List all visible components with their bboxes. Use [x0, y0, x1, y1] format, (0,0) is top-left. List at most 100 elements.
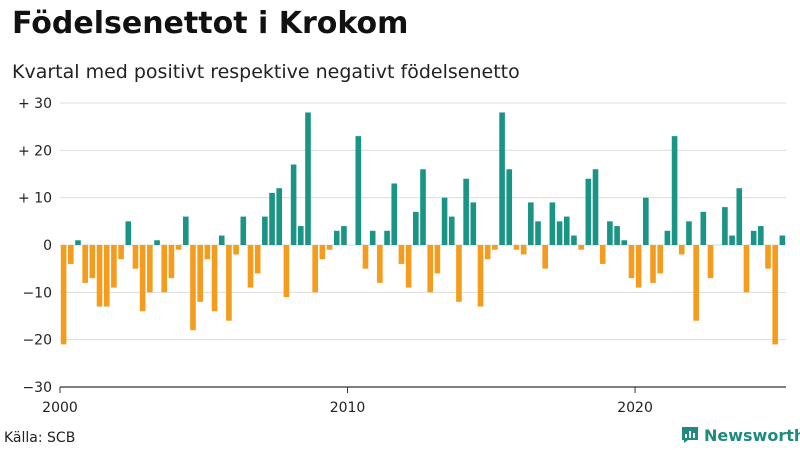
bar [729, 235, 735, 245]
bar [341, 226, 347, 245]
bar [700, 211, 707, 245]
bar [182, 216, 189, 245]
bar [592, 169, 599, 245]
bar [355, 136, 362, 245]
bar [254, 245, 261, 274]
source-label: Källa: SCB [4, 430, 76, 446]
bar [125, 221, 132, 245]
bar [535, 221, 541, 245]
bar [82, 245, 88, 283]
page-subtitle: Kvartal med positivt respektive negativt… [12, 61, 520, 83]
bar [513, 245, 520, 250]
bar [384, 230, 390, 245]
bar [398, 245, 405, 264]
bar [111, 245, 117, 288]
bar [484, 245, 491, 260]
bar [571, 235, 577, 245]
bar [542, 245, 548, 269]
bar [103, 245, 110, 307]
y-tick-label: −20 [22, 333, 52, 349]
bar [319, 245, 326, 260]
bar [614, 226, 620, 245]
bar [420, 169, 426, 245]
bar [750, 230, 757, 245]
bar [175, 245, 182, 250]
bar [67, 245, 74, 264]
bar [678, 245, 685, 255]
bar [226, 245, 232, 321]
bar [391, 183, 398, 245]
bar [211, 245, 218, 312]
bar [520, 245, 527, 255]
y-tick-label: + 10 [18, 191, 52, 207]
bar [434, 245, 441, 274]
x-tick-label: 2010 [330, 400, 366, 416]
bar [448, 216, 455, 245]
y-tick-label: + 20 [18, 143, 52, 159]
bar [233, 245, 239, 255]
bar [686, 221, 692, 245]
bar [139, 245, 146, 312]
bar [298, 226, 304, 245]
bar [456, 245, 462, 302]
bar [585, 178, 592, 245]
bar [60, 245, 67, 345]
bar [528, 202, 534, 245]
bar [556, 221, 563, 245]
y-tick-label: −30 [22, 380, 52, 396]
bars [60, 112, 786, 345]
page-title: Födelsenettot i Krokom [12, 6, 409, 41]
bar [578, 245, 584, 250]
bar [283, 245, 290, 298]
bar [362, 245, 369, 269]
bar [772, 245, 779, 345]
bar [154, 240, 160, 245]
bar [441, 197, 448, 245]
bar [664, 230, 671, 245]
bar [240, 216, 247, 245]
bar [765, 245, 771, 269]
bar [506, 169, 513, 245]
bar [369, 230, 376, 245]
axes: + 30 + 20 + 10 0 −10 −20 −30 2000 2010 2020 [18, 96, 786, 416]
bar [549, 202, 556, 245]
bar [413, 211, 419, 245]
bar [657, 245, 664, 274]
bar [736, 188, 743, 245]
bar [161, 245, 168, 293]
bar [305, 112, 311, 245]
bar [621, 240, 628, 245]
bar [290, 164, 297, 245]
bar [671, 136, 678, 245]
bar [599, 245, 606, 264]
bar [333, 230, 340, 245]
brand-logo[interactable]: Newsworthy [680, 425, 800, 445]
bar [743, 245, 750, 293]
bar [247, 245, 254, 288]
bar [707, 245, 714, 279]
brand-name: Newsworthy [704, 425, 800, 445]
bar [96, 245, 103, 307]
x-tick-label: 2020 [617, 400, 653, 416]
bar [118, 245, 124, 260]
bar [607, 221, 613, 245]
bar [168, 245, 175, 279]
bar [218, 235, 225, 245]
bar [326, 245, 333, 250]
bar [650, 245, 656, 283]
bar [758, 226, 764, 245]
bar [190, 245, 196, 331]
bar [463, 178, 469, 245]
bar [132, 245, 139, 269]
bar [470, 202, 477, 245]
bar [499, 112, 505, 245]
bar [377, 245, 383, 283]
y-tick-label: 0 [43, 238, 52, 254]
bar [635, 245, 642, 288]
bar [75, 240, 81, 245]
bar [197, 245, 203, 302]
bar [563, 216, 570, 245]
bar [89, 245, 96, 279]
bar [312, 245, 318, 293]
